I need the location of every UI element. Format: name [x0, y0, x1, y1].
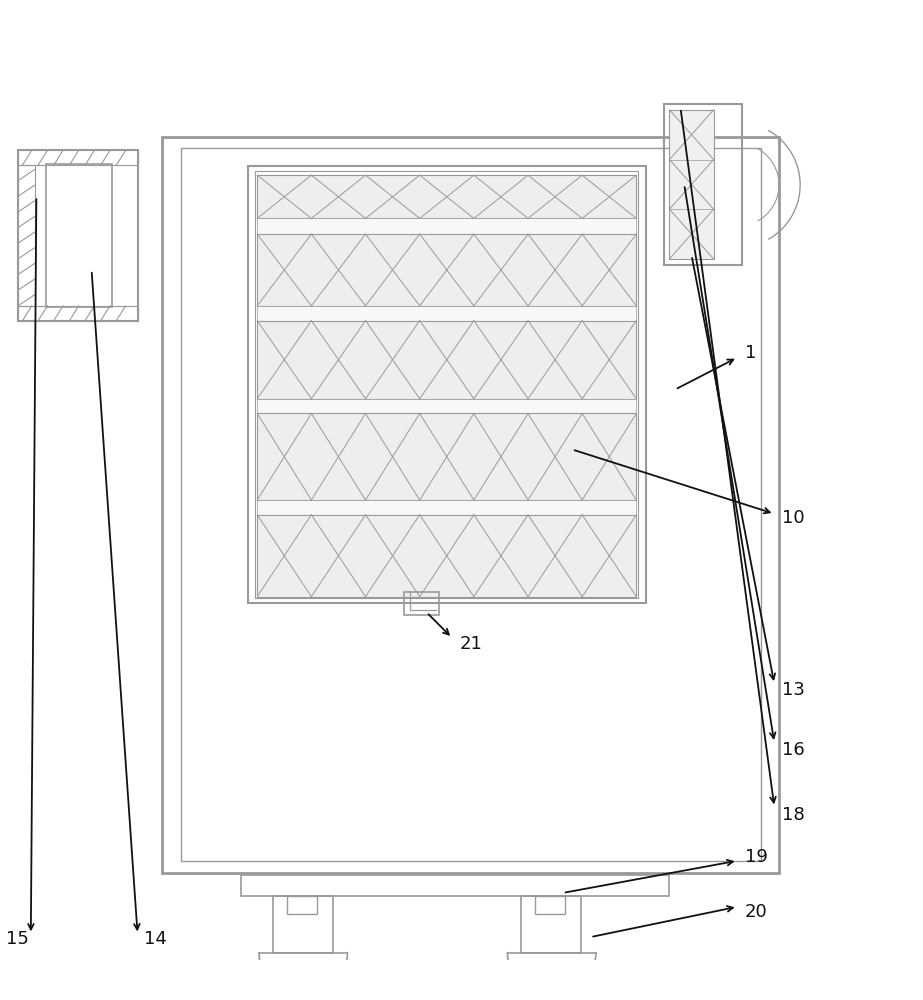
Bar [258, 218, 636, 234]
Bar [258, 175, 636, 218]
Bar [248, 166, 645, 603]
Text: 18: 18 [782, 806, 805, 824]
Bar [45, 164, 112, 307]
Bar [258, 500, 636, 515]
Bar [18, 306, 138, 321]
Bar [287, 896, 317, 914]
Bar [258, 515, 636, 597]
Bar [521, 896, 581, 953]
Bar [258, 413, 636, 500]
Bar [18, 150, 138, 321]
Bar [258, 306, 636, 321]
Bar [258, 399, 636, 413]
Text: 13: 13 [782, 681, 805, 699]
Text: 21: 21 [460, 635, 483, 653]
Bar [535, 896, 566, 914]
Text: 19: 19 [745, 848, 768, 866]
Bar [258, 321, 636, 399]
Text: 14: 14 [144, 930, 167, 948]
Text: 16: 16 [782, 741, 805, 759]
Text: 1: 1 [745, 344, 756, 362]
Text: 15: 15 [6, 930, 29, 948]
Bar [404, 592, 439, 615]
Text: 10: 10 [782, 509, 804, 527]
Bar [258, 234, 636, 306]
Bar [162, 137, 779, 873]
Bar [256, 171, 638, 598]
Bar [669, 110, 713, 259]
Bar [241, 875, 668, 896]
Bar [18, 165, 34, 306]
Text: 20: 20 [745, 903, 768, 921]
Bar [18, 150, 138, 165]
Bar [181, 148, 761, 861]
Bar [273, 896, 332, 953]
Bar [664, 104, 742, 265]
